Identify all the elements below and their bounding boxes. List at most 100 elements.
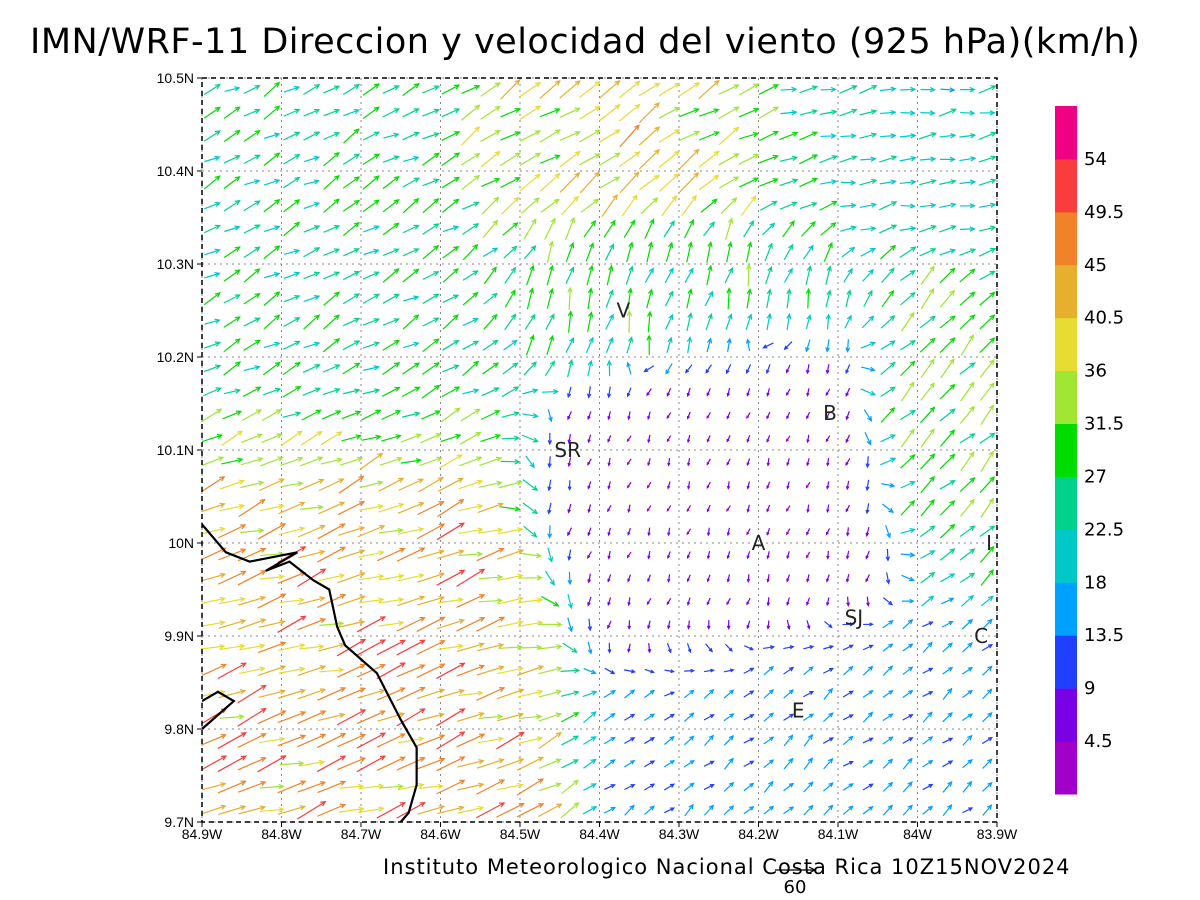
wind-vector [297,800,327,820]
wind-vector [561,735,580,746]
wind-vector [459,456,483,467]
wind-vector [417,712,445,722]
wind-vector [298,549,326,559]
wind-vector [504,266,517,284]
wind-vector [900,360,916,377]
y-tick-label: 10.4N [157,163,194,179]
wind-vector [500,131,521,141]
wind-vector [323,174,340,190]
wind-vector [456,642,485,653]
wind-vector [899,133,917,139]
wind-vector [416,640,446,656]
wind-vector [519,105,542,120]
wind-vector [402,341,420,349]
wind-vector [303,131,321,141]
wind-vector [396,547,426,562]
x-tick-label: 84W [903,826,933,842]
wind-vector [517,597,544,604]
wind-vector [699,108,720,117]
wind-vector [341,410,362,420]
wind-vector [920,453,936,470]
colorbar-label: 36 [1084,361,1107,382]
wind-vector [377,547,406,562]
wind-vector [203,387,222,397]
wind-vector [402,108,420,118]
wind-vector [647,574,651,583]
wind-vector [902,737,914,744]
wind-vector [782,220,795,238]
wind-vector [499,152,522,167]
wind-vector [745,338,751,352]
wind-vector [338,475,365,494]
wind-vector [941,597,955,605]
wind-vector [243,85,261,95]
wind-vector [562,642,578,653]
wind-vector [825,388,831,397]
coastline [202,523,418,822]
wind-vector [479,456,503,467]
wind-vector [718,153,740,166]
wind-vector [322,337,341,353]
wind-vector [647,550,651,560]
wind-vector [902,619,914,630]
wind-vector [538,644,563,650]
wind-vector [243,365,261,372]
wind-vector [525,455,535,469]
wind-vector [322,364,341,373]
wind-vector [337,687,367,701]
wind-vector [437,477,464,492]
wind-vector [480,105,501,120]
wind-vector [318,501,346,515]
wind-vector [959,433,976,444]
wind-vector [282,385,302,398]
wind-vector [679,108,700,118]
wind-vector [440,407,461,423]
wind-vector [978,178,997,186]
wind-vector [545,313,555,331]
wind-vector [402,197,420,214]
colorbar-segment [1055,370,1077,425]
x-tick-label: 84.4W [579,826,620,842]
wind-vector [962,689,974,699]
wind-vector [879,155,898,163]
wind-vector [202,643,226,650]
wind-vector [501,386,520,398]
wind-vector [779,201,798,210]
wind-vector [942,642,953,653]
wind-vector [706,388,711,397]
wind-vector [979,382,995,401]
wind-vector [684,267,694,283]
wind-vector [361,409,382,421]
wind-vector [783,757,794,770]
wind-vector [939,408,956,422]
wind-vector [766,457,770,467]
wind-vector [363,225,380,233]
wind-vector [202,456,225,467]
wind-vector [845,550,850,560]
wind-vector [780,109,798,116]
wind-vector [859,178,878,186]
wind-vector [526,264,535,286]
wind-vector [461,201,480,210]
wind-vector [979,314,996,330]
wind-vector [864,431,872,446]
wind-vector [422,338,440,353]
wind-vector [323,225,341,233]
wind-vector [763,736,775,745]
wind-vector [223,106,241,120]
wind-vector [606,359,613,377]
wind-vector [457,782,485,791]
wind-vector [362,318,380,326]
wind-vector [627,574,632,583]
wind-vector [402,314,420,330]
colorbar-segment [1055,106,1077,160]
wind-vector [920,358,935,379]
wind-vector [362,153,380,166]
wind-vector [277,615,307,633]
wind-vector [522,479,539,491]
wind-vector [521,434,540,443]
wind-vector [726,411,731,420]
wind-vector [377,712,406,722]
wind-vector [825,411,831,420]
wind-vector [322,387,341,396]
